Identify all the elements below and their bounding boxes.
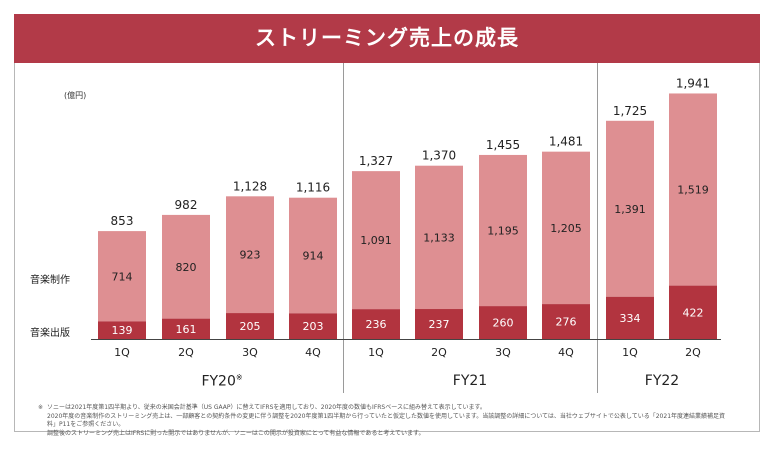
fy-divider-2 — [597, 63, 598, 393]
bar-publishing-6 — [415, 309, 463, 339]
x-tick-5: 1Q — [368, 346, 384, 359]
bar-production-9 — [606, 120, 654, 297]
x-tick-10: 2Q — [685, 346, 701, 359]
label-publishing-8: 276 — [556, 316, 577, 329]
bar-production-10 — [669, 93, 717, 286]
footnote-line-2: 2020年度の音楽制作のストリーミング売上は、一部顧客との契約条件の変更に伴う調… — [47, 412, 726, 429]
label-production-5: 1,091 — [360, 234, 392, 247]
label-publishing-3: 205 — [240, 320, 261, 333]
label-total-10: 1,941 — [676, 76, 710, 90]
label-production-1: 714 — [112, 270, 133, 283]
x-tick-6: 2Q — [431, 346, 447, 359]
label-total-8: 1,481 — [549, 135, 583, 149]
label-publishing-9: 334 — [620, 312, 641, 325]
x-tick-2: 2Q — [178, 346, 194, 359]
label-total-2: 982 — [175, 198, 198, 212]
fy22-label: FY22 — [644, 373, 680, 389]
label-publishing-10: 422 — [683, 306, 704, 319]
footnote-line-3: 調整後のストリーミング売上はIFRSに則った開示ではありませんが、ソニーはこの開… — [47, 429, 425, 437]
bar-publishing-5 — [352, 309, 400, 339]
bar-production-5 — [352, 171, 400, 310]
bar-production-2 — [162, 214, 210, 319]
x-tick-4: 4Q — [305, 346, 321, 359]
fy20-note-mark: ※ — [235, 373, 243, 382]
label-production-4: 914 — [303, 250, 324, 263]
title-banner: ストリーミング売上の成長 — [14, 14, 760, 63]
label-total-7: 1,455 — [486, 138, 520, 152]
unit-label: (億円) — [64, 91, 87, 100]
label-publishing-5: 236 — [366, 318, 387, 331]
label-production-3: 923 — [240, 249, 261, 262]
legend-publishing: 音楽出版 — [30, 328, 70, 339]
x-axis-line — [91, 339, 721, 340]
fy20-label: FY20※ — [162, 373, 282, 390]
x-tick-8: 4Q — [558, 346, 574, 359]
bar-publishing-7 — [479, 306, 527, 339]
bar-production-8 — [542, 151, 590, 305]
label-production-8: 1,205 — [550, 222, 582, 235]
label-total-6: 1,370 — [422, 149, 456, 163]
bar-production-3 — [226, 196, 274, 314]
label-publishing-7: 260 — [493, 317, 514, 330]
bar-publishing-10 — [669, 285, 717, 339]
x-tick-3: 3Q — [242, 346, 258, 359]
bar-publishing-2 — [162, 318, 210, 339]
footnote-mark: ※ — [38, 404, 44, 411]
x-tick-9: 1Q — [622, 346, 638, 359]
label-publishing-2: 161 — [176, 323, 197, 336]
label-total-3: 1,128 — [233, 179, 267, 193]
page-title: ストリーミング売上の成長 — [255, 26, 519, 50]
bar-production-4 — [289, 197, 337, 314]
label-total-4: 1,116 — [296, 181, 330, 195]
bar-production-1 — [98, 231, 146, 322]
label-publishing-6: 237 — [429, 318, 450, 331]
label-production-9: 1,391 — [614, 203, 646, 216]
bar-publishing-9 — [606, 296, 654, 339]
fy20-text: FY20 — [201, 373, 236, 390]
label-total-9: 1,725 — [613, 104, 647, 118]
label-total-1: 853 — [111, 214, 134, 228]
bar-production-7 — [479, 154, 527, 307]
label-production-6: 1,133 — [423, 231, 455, 244]
bar-publishing-4 — [289, 313, 337, 339]
label-publishing-1: 139 — [112, 324, 133, 337]
bar-publishing-8 — [542, 304, 590, 339]
x-tick-1: 1Q — [114, 346, 130, 359]
label-production-2: 820 — [176, 261, 197, 274]
label-production-7: 1,195 — [487, 225, 519, 238]
bar-publishing-3 — [226, 313, 274, 339]
label-production-10: 1,519 — [677, 184, 709, 197]
footnote-line-1: ソニーは2021年度第1四半期より、従来の米国会計基準（US GAAP）に替えて… — [47, 404, 486, 411]
label-publishing-4: 203 — [303, 320, 324, 333]
legend-production: 音楽制作 — [30, 275, 70, 286]
x-tick-7: 3Q — [495, 346, 511, 359]
fy-divider-1 — [343, 63, 344, 393]
bar-production-6 — [415, 165, 463, 310]
bar-publishing-1 — [98, 321, 146, 339]
label-total-5: 1,327 — [359, 154, 393, 168]
fy21-label: FY21 — [452, 373, 488, 389]
